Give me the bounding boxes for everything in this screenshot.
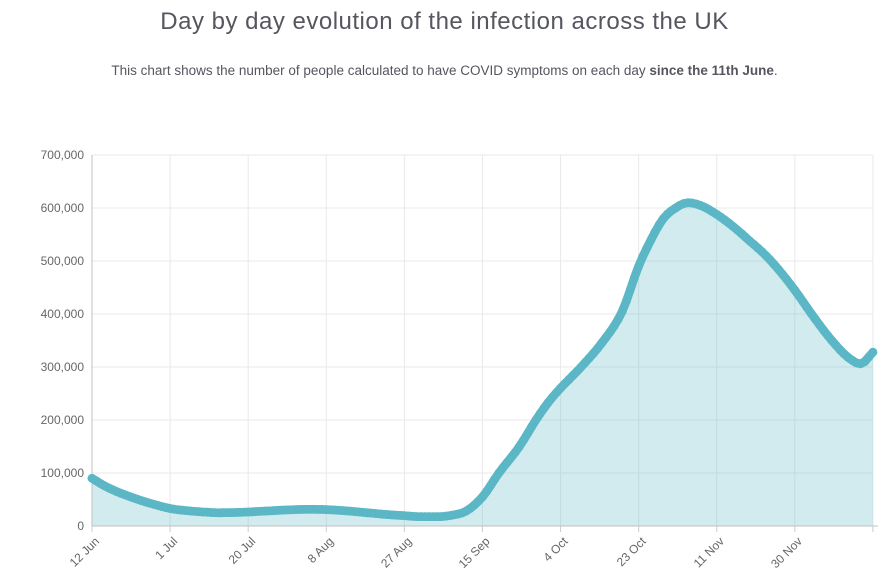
data-point-marker[interactable]: [868, 347, 878, 357]
data-point-marker[interactable]: [634, 261, 643, 271]
y-axis-label: 300,000: [41, 360, 85, 374]
y-axis-label: 400,000: [41, 307, 85, 321]
x-axis-label: 30 Nov: [768, 534, 805, 571]
data-point-marker[interactable]: [519, 435, 528, 445]
data-point-marker[interactable]: [515, 442, 524, 451]
data-point-marker[interactable]: [617, 307, 627, 316]
y-axis-label: 100,000: [41, 466, 85, 480]
x-axis-label: 8 Aug: [305, 534, 337, 566]
subtitle-text: This chart shows the number of people ca…: [111, 63, 650, 78]
y-axis-label: 700,000: [41, 148, 85, 162]
data-point-marker[interactable]: [527, 422, 537, 431]
data-point-marker[interactable]: [486, 481, 496, 490]
x-axis-label: 12 Jun: [67, 534, 102, 569]
chart-subtitle: This chart shows the number of people ca…: [0, 63, 889, 78]
data-point-marker[interactable]: [646, 235, 656, 245]
x-axis-label: 27 Aug: [378, 534, 414, 570]
x-axis-label: 15 Sep: [456, 534, 493, 571]
data-point-marker[interactable]: [630, 272, 639, 282]
data-point-marker[interactable]: [638, 252, 648, 262]
x-axis-label: 1 Jul: [152, 534, 180, 562]
x-axis-label: 11 Nov: [691, 534, 727, 570]
data-point-marker[interactable]: [609, 321, 619, 331]
x-axis-label: 20 Jul: [226, 534, 259, 567]
page-title: Day by day evolution of the infection ac…: [160, 8, 729, 35]
data-point-marker[interactable]: [650, 227, 660, 237]
series-area-fill: [92, 202, 873, 526]
data-point-marker[interactable]: [642, 243, 652, 253]
data-point-marker[interactable]: [523, 429, 533, 438]
y-axis-label: 200,000: [41, 413, 85, 427]
data-point-marker[interactable]: [626, 285, 635, 294]
subtitle-bold-text: since the 11th June: [649, 63, 774, 78]
y-axis-label: 500,000: [41, 254, 85, 268]
y-axis-label: 600,000: [41, 201, 85, 215]
data-point-marker[interactable]: [613, 315, 623, 324]
subtitle-period: .: [773, 63, 778, 78]
data-point-marker[interactable]: [621, 296, 631, 306]
x-axis-label: 4 Oct: [540, 534, 571, 565]
x-axis-label: 23 Oct: [614, 534, 649, 569]
y-axis-label: 0: [77, 519, 84, 533]
